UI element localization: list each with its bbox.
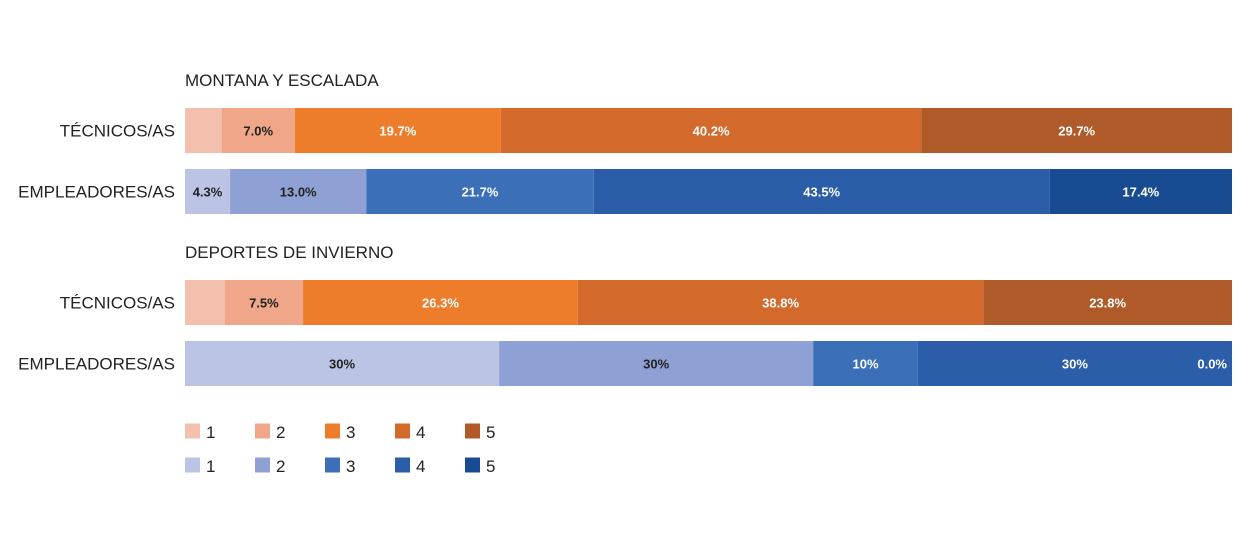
segment-value-label: 38.8% [762, 296, 799, 311]
bar-segment [593, 169, 1050, 214]
bar-segment [921, 108, 1232, 153]
legend-label: 1 [206, 457, 215, 476]
legend-label: 3 [346, 423, 355, 442]
bar-segment [230, 169, 367, 214]
legend-label: 2 [276, 423, 285, 442]
segment-value-label: 0.0% [1197, 357, 1227, 372]
legend-swatch [185, 457, 200, 473]
legend-label: 1 [206, 423, 215, 442]
segment-value-label: 10% [853, 357, 879, 372]
legend-swatch [255, 423, 270, 439]
bar-segment [303, 280, 578, 325]
segment-value-label: 13.0% [280, 185, 317, 200]
row-label: TÉCNICOS/AS [60, 294, 175, 313]
legend-label: 3 [346, 457, 355, 476]
bar-segment [983, 280, 1232, 325]
legend-label: 2 [276, 457, 285, 476]
bar-segment [366, 169, 594, 214]
bar-segment [500, 108, 922, 153]
segment-value-label: 40.2% [693, 124, 730, 139]
legend-swatch [395, 423, 410, 439]
group-title: MONTANA Y ESCALADA [185, 71, 379, 90]
segment-value-label: 29.7% [1058, 124, 1095, 139]
bar-segment [1049, 169, 1232, 214]
legend-swatch [185, 423, 200, 439]
bar-segment [499, 341, 814, 386]
bar-segment [185, 108, 222, 153]
bar-segment [813, 341, 918, 386]
bar-segment [221, 108, 295, 153]
group-title: DEPORTES DE INVIERNO [185, 243, 393, 262]
segment-value-label: 19.7% [379, 124, 416, 139]
segment-value-label: 26.3% [422, 296, 459, 311]
legend-swatch [325, 423, 340, 439]
segment-value-label: 43.5% [803, 185, 840, 200]
legend-swatch [255, 457, 270, 473]
row-label: EMPLEADORES/AS [18, 183, 175, 202]
legend-swatch [325, 457, 340, 473]
legend-swatch [395, 457, 410, 473]
bar-segment [294, 108, 501, 153]
bar-segment [917, 341, 1232, 386]
bar-segment [185, 341, 500, 386]
segment-value-label: 30% [329, 357, 355, 372]
row-label: EMPLEADORES/AS [18, 355, 175, 374]
legend-swatch [465, 423, 480, 439]
legend-label: 4 [416, 457, 425, 476]
segment-value-label: 7.5% [249, 296, 279, 311]
legend-label: 5 [486, 423, 495, 442]
legend-label: 4 [416, 423, 425, 442]
bar-segment [185, 280, 225, 325]
legend-swatch [465, 457, 480, 473]
row-label: TÉCNICOS/AS [60, 122, 175, 141]
legend-label: 5 [486, 457, 495, 476]
segment-value-label: 21.7% [462, 185, 499, 200]
bar-segment [185, 169, 231, 214]
bar-segment [224, 280, 304, 325]
segment-value-label: 4.3% [193, 185, 223, 200]
segment-value-label: 30% [1062, 357, 1088, 372]
segment-value-label: 17.4% [1122, 185, 1159, 200]
bar-segment [577, 280, 984, 325]
segment-value-label: 23.8% [1089, 296, 1126, 311]
segment-value-label: 30% [643, 357, 669, 372]
segment-value-label: 7.0% [243, 124, 273, 139]
